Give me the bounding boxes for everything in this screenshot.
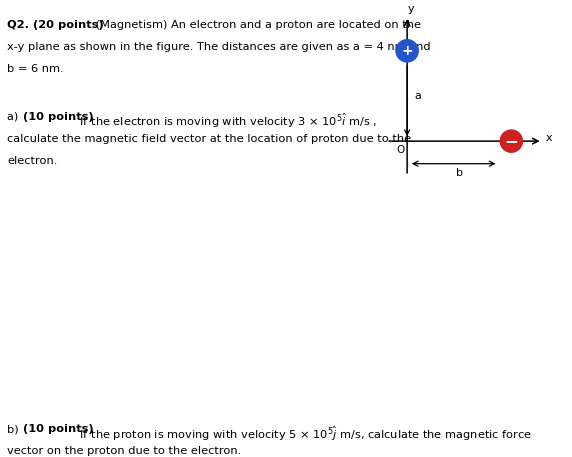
Circle shape [500,130,522,152]
Text: +: + [402,44,413,58]
Text: x-y plane as shown in the figure. The distances are given as a = 4 nm and: x-y plane as shown in the figure. The di… [7,42,431,52]
Text: O: O [396,145,404,155]
Text: (10 points): (10 points) [23,112,94,122]
Text: vector on the proton due to the electron.: vector on the proton due to the electron… [7,446,242,456]
Text: b: b [456,168,463,178]
Text: a): a) [7,112,26,122]
Text: If the proton is moving with velocity 5 $\times$ 10$^{5}$$\hat{j}$ m/s, calculat: If the proton is moving with velocity 5 … [76,424,532,442]
Text: b): b) [7,424,26,434]
Text: (10 points): (10 points) [23,424,94,434]
Text: x: x [546,133,553,143]
Text: calculate the magnetic field vector at the location of proton due to the: calculate the magnetic field vector at t… [7,134,412,143]
Circle shape [396,40,418,62]
Text: y: y [408,5,415,14]
Text: b = 6 nm.: b = 6 nm. [7,64,64,74]
Text: −: − [505,132,518,150]
Text: electron.: electron. [7,156,58,165]
Text: If the electron is moving with velocity 3 $\times$ 10$^{5}$$\hat{i}$ m/s ,: If the electron is moving with velocity … [76,112,378,130]
Text: a: a [414,91,421,101]
Text: Q2. (20 points): Q2. (20 points) [7,20,104,30]
Text: (Magnetism) An electron and a proton are located on the: (Magnetism) An electron and a proton are… [92,20,421,30]
